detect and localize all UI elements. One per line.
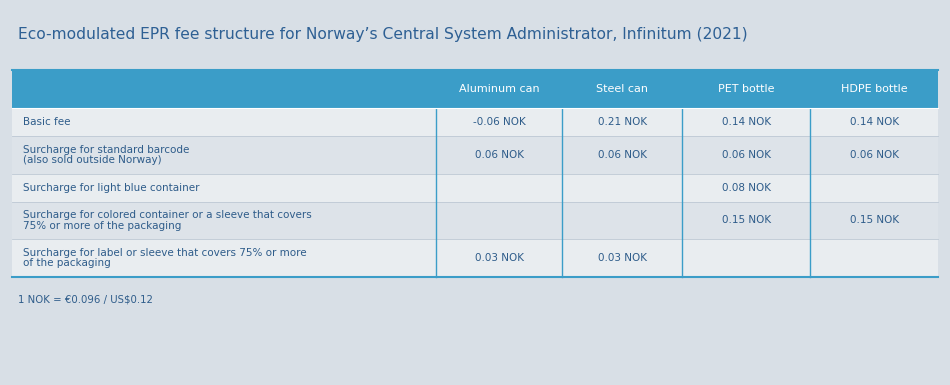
Bar xyxy=(12,202,938,239)
Text: -0.06 NOK: -0.06 NOK xyxy=(473,117,525,127)
Text: 0.03 NOK: 0.03 NOK xyxy=(475,253,523,263)
Bar xyxy=(12,174,938,202)
Bar xyxy=(12,70,938,108)
Text: HDPE bottle: HDPE bottle xyxy=(841,84,907,94)
Text: Aluminum can: Aluminum can xyxy=(459,84,540,94)
Text: 0.15 NOK: 0.15 NOK xyxy=(849,216,899,226)
Text: PET bottle: PET bottle xyxy=(718,84,774,94)
Bar xyxy=(12,239,938,277)
Text: Surcharge for light blue container: Surcharge for light blue container xyxy=(23,182,200,192)
Text: (also sold outside Norway): (also sold outside Norway) xyxy=(23,155,162,165)
Text: 0.03 NOK: 0.03 NOK xyxy=(598,253,647,263)
Text: 0.06 NOK: 0.06 NOK xyxy=(722,150,770,160)
Text: 1 NOK = €0.096 / US$0.12: 1 NOK = €0.096 / US$0.12 xyxy=(18,295,153,305)
Bar xyxy=(12,108,938,136)
Text: 0.21 NOK: 0.21 NOK xyxy=(598,117,647,127)
Text: 0.08 NOK: 0.08 NOK xyxy=(722,182,770,192)
Text: Surcharge for standard barcode: Surcharge for standard barcode xyxy=(23,144,189,154)
Text: 0.06 NOK: 0.06 NOK xyxy=(598,150,647,160)
Text: Surcharge for colored container or a sleeve that covers: Surcharge for colored container or a sle… xyxy=(23,210,312,220)
Text: 0.06 NOK: 0.06 NOK xyxy=(849,150,899,160)
Text: Basic fee: Basic fee xyxy=(23,117,70,127)
Bar xyxy=(12,136,938,174)
Text: Steel can: Steel can xyxy=(597,84,648,94)
Text: Surcharge for label or sleeve that covers 75% or more: Surcharge for label or sleeve that cover… xyxy=(23,248,307,258)
Text: 75% or more of the packaging: 75% or more of the packaging xyxy=(23,221,181,231)
Text: 0.06 NOK: 0.06 NOK xyxy=(475,150,523,160)
Text: Eco-modulated EPR fee structure for Norway’s Central System Administrator, Infin: Eco-modulated EPR fee structure for Norw… xyxy=(18,27,748,42)
Text: 0.14 NOK: 0.14 NOK xyxy=(722,117,770,127)
Text: of the packaging: of the packaging xyxy=(23,258,111,268)
Text: 0.14 NOK: 0.14 NOK xyxy=(849,117,899,127)
Text: 0.15 NOK: 0.15 NOK xyxy=(722,216,770,226)
